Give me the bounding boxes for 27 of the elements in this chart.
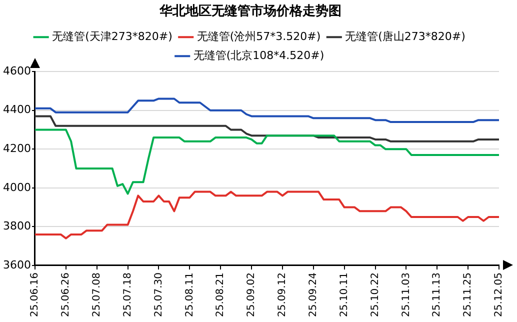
x-tick-label: 25.07.18 (122, 272, 134, 317)
legend-label: 无缝管(北京108*4.520#) (193, 48, 324, 62)
x-tick-label: 25.10.22 (370, 272, 381, 317)
x-tick-label: 25.09.24 (308, 272, 319, 317)
x-tick-label: 25.08.21 (215, 272, 226, 317)
y-tick-label: 4400 (2, 103, 31, 116)
x-tick-label: 25.06.16 (30, 272, 41, 317)
x-tick-label: 25.08.11 (184, 272, 196, 317)
x-tick-label: 25.12.05 (494, 272, 505, 317)
x-tick-label: 25.11.13 (432, 272, 443, 317)
y-tick-label: 4200 (2, 142, 31, 156)
x-tick-label: 25.11.03 (400, 272, 412, 317)
x-tick-label: 25.09.12 (277, 272, 288, 317)
legend-label: 无缝管(唐山273*820#) (345, 30, 466, 43)
chart-title: 华北地区无缝管市场价格走势图 (158, 3, 342, 20)
x-tick-label: 25.10.11 (338, 272, 350, 317)
x-tick-label: 25.07.30 (153, 272, 164, 317)
y-tick-label: 3600 (2, 258, 31, 272)
y-tick-label: 4000 (2, 180, 31, 194)
x-tick-label: 25.09.02 (246, 272, 258, 317)
y-tick-label: 3800 (2, 220, 31, 233)
x-tick-label: 25.06.26 (60, 272, 72, 317)
y-tick-label: 4600 (2, 64, 31, 78)
x-tick-label: 25.11.25 (462, 272, 474, 317)
legend-label: 无缝管(沧州57*3.520#) (196, 30, 321, 43)
x-tick-label: 25.07.08 (91, 272, 102, 317)
legend-label: 无缝管(天津273*820#) (52, 30, 172, 43)
